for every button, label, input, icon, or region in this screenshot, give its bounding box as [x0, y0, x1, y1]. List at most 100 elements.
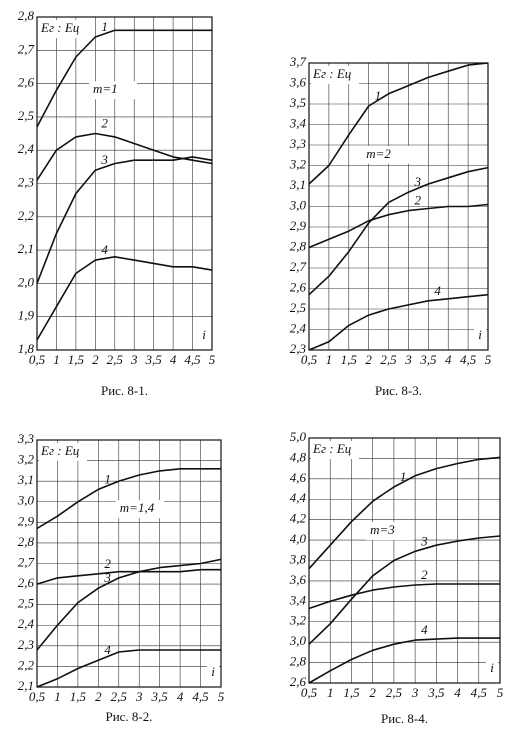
curve: [36, 256, 213, 341]
y-tick-label: 3,1: [289, 177, 306, 192]
y-tick-label: 2,6: [290, 674, 307, 689]
curve-label: 2: [421, 567, 428, 582]
y-tick-label: 2,3: [18, 174, 35, 189]
y-tick-label: 4,4: [290, 490, 307, 505]
y-tick-label: 1,8: [18, 341, 35, 356]
curve-label: 3: [413, 174, 421, 189]
y-tick-label: 2,8: [18, 8, 35, 23]
x-tick-label: 2,5: [380, 352, 397, 367]
x-tick-label: 2: [95, 689, 102, 704]
y-tick-label: 2,5: [18, 108, 35, 123]
y-tick-label: 2,2: [18, 208, 35, 223]
y-tick-label: 2,7: [290, 259, 307, 274]
label-bg: [366, 522, 415, 541]
curve: [36, 156, 213, 284]
curve-label: 2: [101, 116, 108, 131]
plot-frame: [36, 16, 213, 351]
y-axis-label: Eг : Eц: [312, 441, 352, 456]
x-tick-label: 1: [327, 685, 334, 700]
y-tick-label: 2,4: [290, 320, 307, 335]
y-tick-label: 3,0: [17, 493, 35, 508]
y-tick-label: 2,3: [18, 637, 35, 652]
y-axis-label: Eг : Eц: [40, 20, 80, 35]
curve: [308, 203, 489, 249]
x-tick-label: 0,5: [301, 685, 318, 700]
annotation: m=2: [366, 146, 391, 161]
x-tick-label: 0,5: [29, 689, 46, 704]
y-tick-label: 4,2: [290, 511, 307, 526]
y-tick-label: 3,3: [289, 136, 307, 151]
curve: [36, 558, 222, 651]
x-tick-label: 1,5: [343, 685, 360, 700]
y-tick-label: 2,8: [18, 534, 35, 549]
x-tick-label: 3,5: [145, 352, 163, 367]
x-tick-label: 5: [218, 689, 225, 704]
x-tick-label: 1: [53, 352, 60, 367]
x-tick-label: 1,5: [341, 352, 358, 367]
label-bg: [198, 328, 210, 344]
annotation: m=1: [93, 81, 118, 96]
y-tick-label: 3,0: [289, 633, 307, 648]
y-tick-label: 4,8: [290, 449, 307, 464]
y-tick-label: 3,4: [289, 115, 307, 130]
y-tick-label: 3,2: [17, 452, 35, 467]
x-tick-label: 4,5: [460, 352, 477, 367]
y-tick-label: 2,3: [290, 341, 307, 356]
y-tick-label: 3,3: [17, 431, 35, 446]
y-tick-label: 4,6: [290, 470, 307, 485]
x-tick-label: 1: [54, 689, 61, 704]
label-bg: [362, 145, 411, 164]
x-tick-label: 5: [485, 352, 492, 367]
label-bg: [311, 441, 359, 459]
x-axis-label: i: [478, 327, 482, 342]
x-tick-label: 4: [170, 352, 177, 367]
x-tick-label: 2: [369, 685, 376, 700]
y-tick-label: 3,2: [289, 613, 307, 628]
label-bg: [89, 81, 137, 100]
plot-frame: [308, 437, 501, 684]
y-tick-label: 3,4: [289, 592, 307, 607]
y-tick-label: 2,5: [290, 300, 307, 315]
plot-frame: [36, 439, 222, 688]
x-tick-label: 2: [365, 352, 372, 367]
y-tick-label: 2,2: [18, 657, 35, 672]
curve: [36, 132, 213, 181]
y-tick-label: 3,1: [17, 472, 34, 487]
x-tick-label: 3: [135, 689, 143, 704]
y-tick-label: 3,7: [289, 54, 307, 69]
y-tick-label: 2,5: [18, 596, 35, 611]
x-tick-label: 2: [92, 352, 99, 367]
curve-label: 2: [104, 556, 111, 571]
x-axis-label: i: [202, 327, 206, 342]
y-tick-label: 2,1: [18, 678, 34, 693]
curve: [308, 456, 501, 570]
figure-caption: Рис. 8-2.: [105, 709, 152, 724]
y-tick-label: 2,6: [290, 279, 307, 294]
y-tick-label: 2,8: [290, 238, 307, 253]
y-tick-label: 2,9: [18, 513, 35, 528]
curve-label: 2: [414, 193, 421, 208]
y-tick-label: 3,8: [289, 551, 307, 566]
x-tick-label: 4,5: [471, 685, 488, 700]
curve-label: 1: [101, 19, 108, 34]
x-tick-label: 3: [404, 352, 412, 367]
y-tick-label: 2,6: [18, 575, 35, 590]
curve-label: 3: [420, 533, 428, 548]
figure-caption: Рис. 8-3.: [375, 383, 422, 398]
curve-label: 3: [100, 152, 108, 167]
curve: [308, 293, 489, 351]
label-bg: [486, 661, 498, 677]
x-tick-label: 3,5: [151, 689, 169, 704]
x-tick-label: 4: [454, 685, 461, 700]
label-bg: [39, 443, 87, 461]
y-tick-label: 3,6: [289, 74, 307, 89]
curve: [308, 535, 501, 645]
curve: [308, 637, 500, 684]
x-tick-label: 2,5: [386, 685, 403, 700]
curve: [36, 568, 221, 585]
curve-label: 1: [400, 469, 407, 484]
y-tick-label: 2,0: [18, 274, 35, 289]
curve-label: 4: [104, 642, 111, 657]
x-tick-label: 3: [411, 685, 419, 700]
y-tick-label: 2,1: [18, 241, 34, 256]
